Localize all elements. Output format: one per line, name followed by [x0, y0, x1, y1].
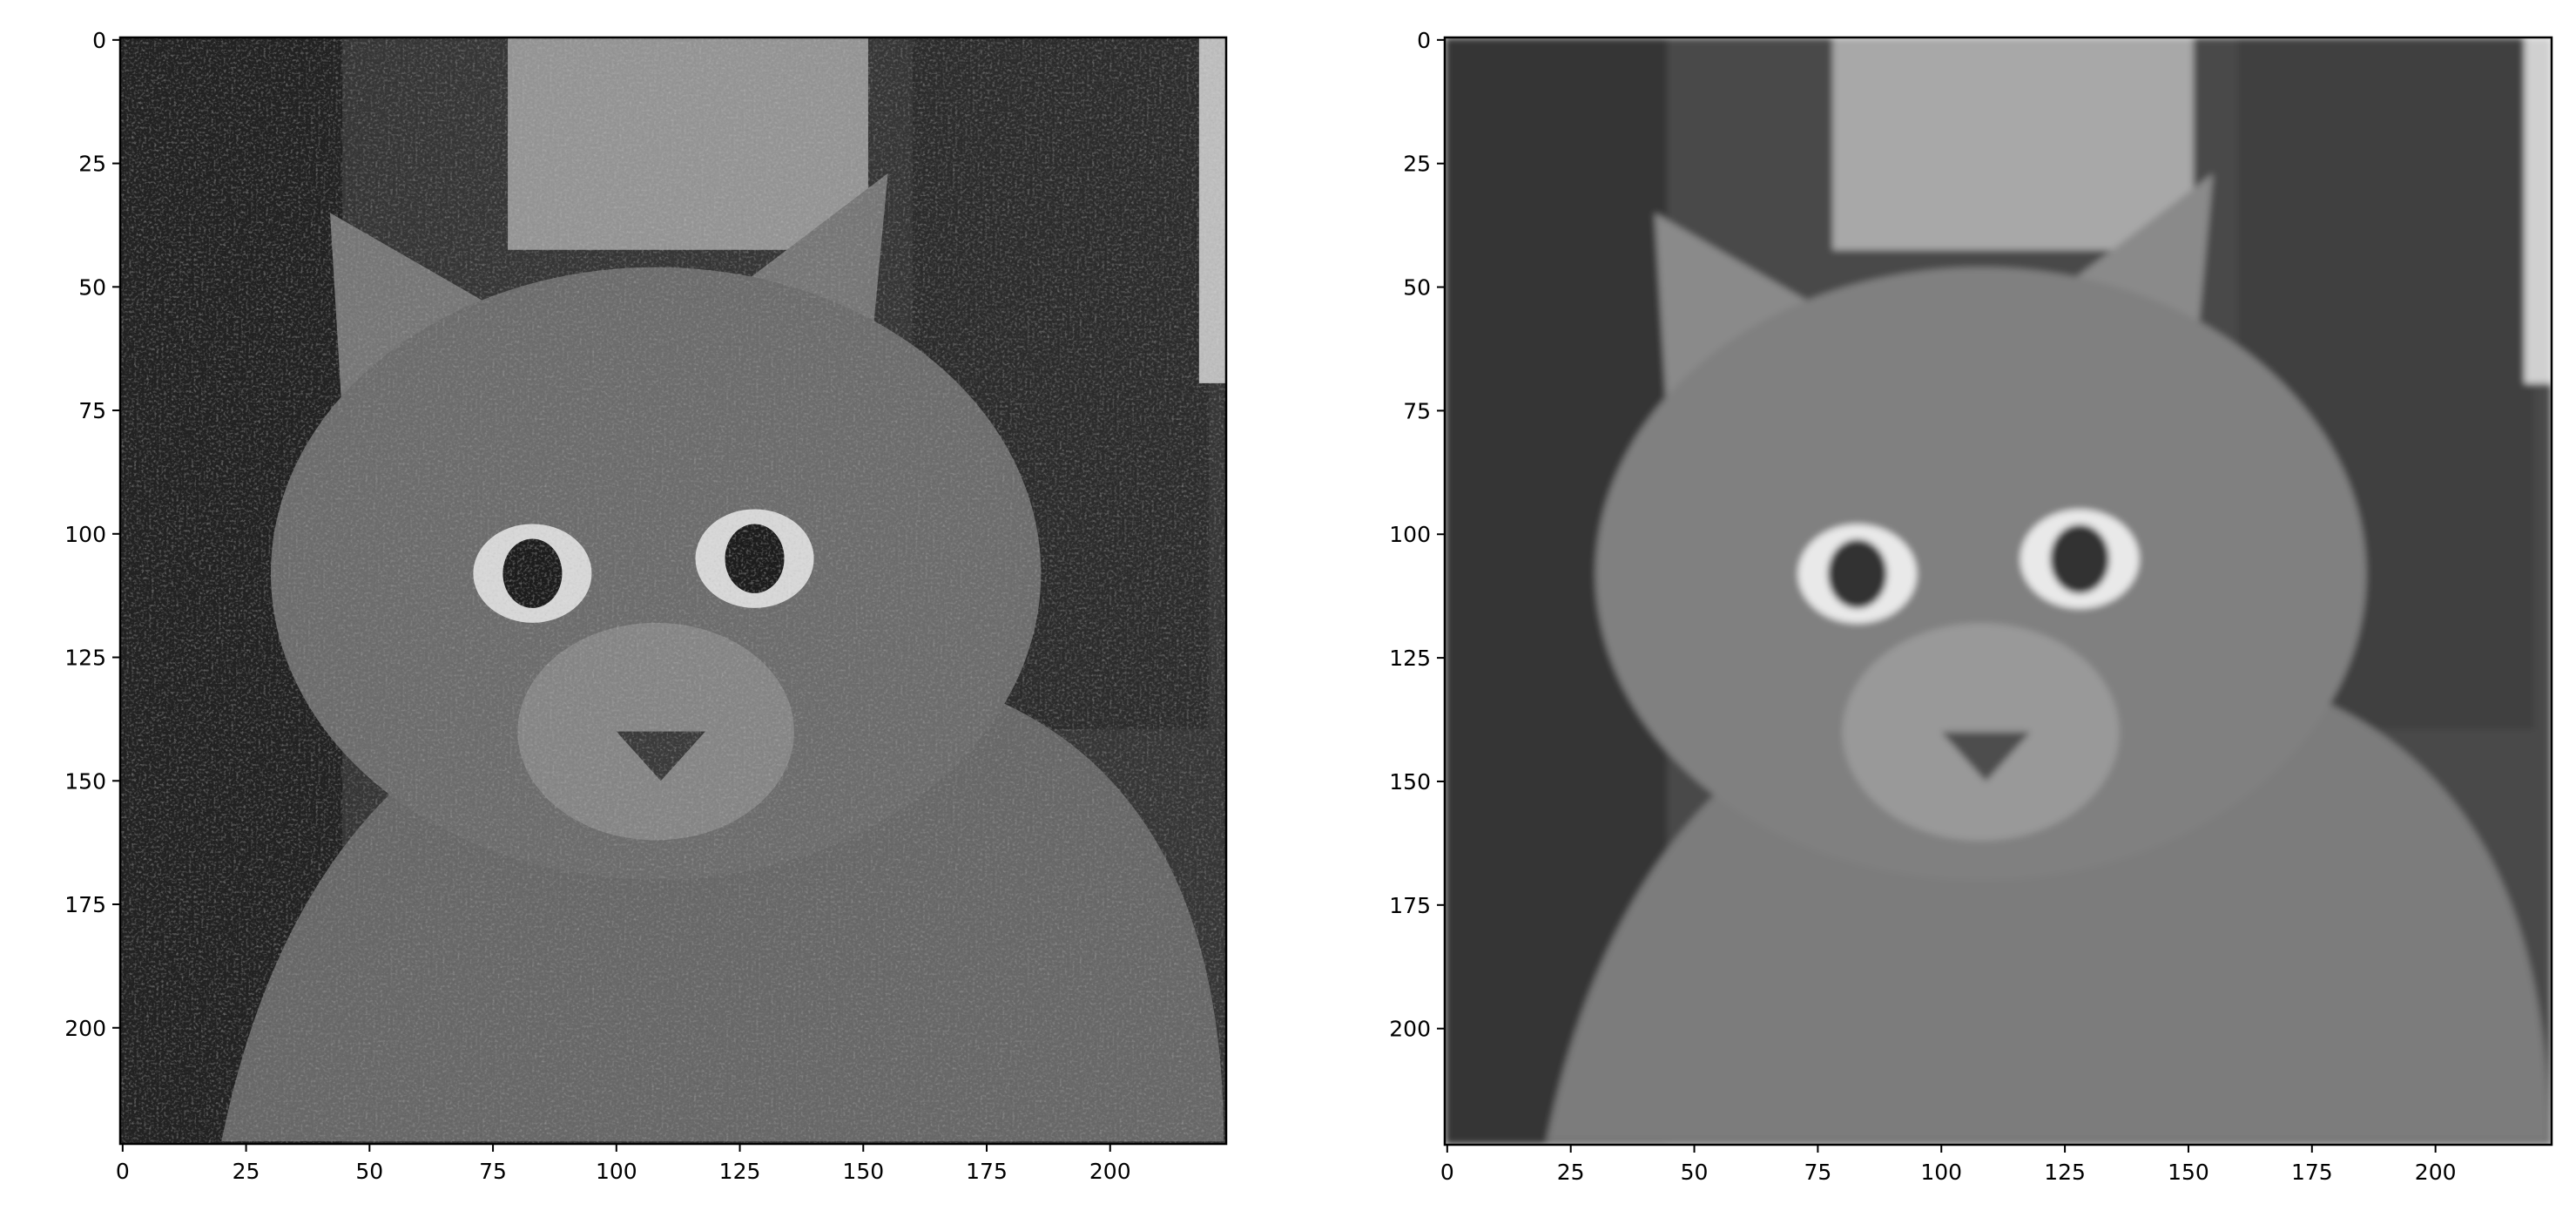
door-panel: [1832, 37, 2194, 250]
x-tick-label: 25: [1557, 1160, 1585, 1185]
y-tick-label: 75: [78, 398, 106, 423]
pupil-2: [725, 524, 785, 593]
x-tick-label: 50: [1681, 1160, 1709, 1185]
door-panel: [508, 37, 868, 250]
y-tick-label: 150: [1389, 769, 1431, 795]
x-tick-label: 125: [2044, 1160, 2086, 1185]
y-tick-label: 50: [1403, 275, 1431, 301]
x-tick-label: 75: [1804, 1160, 1831, 1185]
y-tick-label: 175: [64, 892, 106, 917]
y-tick-label: 125: [1389, 646, 1431, 671]
edge-light: [1198, 37, 1226, 383]
x-tick-label: 0: [116, 1159, 130, 1184]
y-tick-label: 150: [64, 768, 106, 794]
nose: [1941, 732, 2031, 781]
x-tick-label: 175: [2291, 1160, 2333, 1185]
y-tick-label: 25: [1403, 152, 1431, 177]
x-tick-label: 100: [596, 1159, 637, 1184]
cat-image: [1445, 37, 2552, 1145]
nose: [616, 731, 705, 781]
y-tick-label: 100: [1389, 522, 1431, 547]
axes-frame: [118, 36, 1228, 1146]
y-tick-label: 0: [1417, 28, 1431, 53]
y-tick-label: 100: [64, 522, 106, 547]
x-tick-label: 200: [1089, 1159, 1131, 1184]
cat-image: [120, 37, 1226, 1144]
x-tick-label: 25: [233, 1159, 260, 1184]
x-tick-label: 150: [2168, 1160, 2209, 1185]
pupil-1: [502, 538, 563, 608]
cat-head: [1595, 267, 2367, 881]
x-tick-label: 75: [479, 1159, 507, 1184]
y-tick-label: 0: [92, 28, 106, 53]
y-tick-label: 125: [64, 646, 106, 671]
x-tick-label: 100: [1920, 1160, 1962, 1185]
x-tick-label: 0: [1440, 1160, 1454, 1185]
pupil-2: [2050, 524, 2110, 594]
x-tick-label: 200: [2415, 1160, 2457, 1185]
image-axes-2: 0 25 50 75 100 125 150 175 200 0 25 50 75 100 125 150 17…: [1389, 28, 2553, 1185]
axes-frame: [1443, 36, 2553, 1146]
y-tick-label: 50: [78, 274, 106, 300]
y-tick-label: 75: [1403, 398, 1431, 423]
x-tick-label: 50: [355, 1159, 383, 1184]
y-tick-label: 200: [1389, 1017, 1431, 1042]
cat-head: [270, 267, 1042, 880]
pupil-1: [1827, 538, 1887, 609]
y-tick-label: 175: [1389, 893, 1431, 918]
y-tick-label: 200: [64, 1016, 106, 1041]
edge-light: [2524, 37, 2552, 384]
x-tick-label: 175: [966, 1159, 1008, 1184]
y-tick-label: 25: [78, 152, 106, 177]
x-tick-label: 125: [719, 1159, 761, 1184]
image-axes-1: 0 25 50 75 100 125 150 175 200 0 25 50 75 100 125 150 17…: [64, 28, 1228, 1184]
x-tick-label: 150: [842, 1159, 884, 1184]
